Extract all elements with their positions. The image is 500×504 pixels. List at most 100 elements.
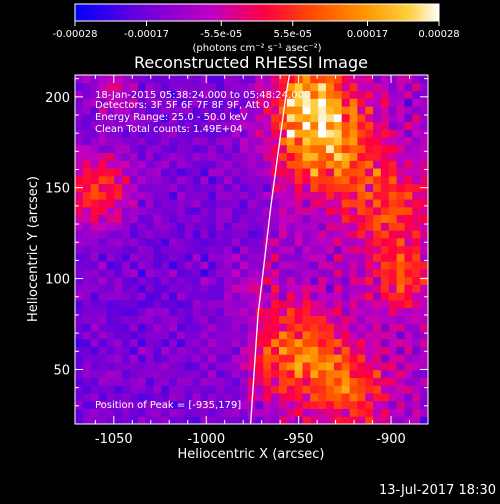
heatmap-cell — [396, 237, 405, 247]
heatmap-cell — [333, 362, 343, 371]
heatmap-cell — [247, 245, 256, 254]
heatmap-cell — [192, 137, 202, 146]
heatmap-cell — [82, 82, 92, 92]
heatmap-cell — [365, 393, 374, 402]
heatmap-cell — [302, 175, 311, 185]
heatmap-cell — [404, 113, 413, 123]
heatmap-cell — [349, 323, 358, 332]
heatmap-cell — [255, 245, 264, 254]
heatmap-cell — [129, 307, 139, 316]
heatmap-cell — [137, 75, 147, 84]
heatmap-cell — [404, 90, 413, 99]
heatmap-cell — [82, 137, 92, 146]
heatmap-cell — [106, 416, 115, 424]
heatmap-cell — [388, 191, 398, 200]
heatmap-cell — [263, 307, 272, 316]
heatmap-cell — [239, 323, 249, 332]
heatmap-cell — [169, 222, 178, 231]
heatmap-cell — [114, 253, 123, 262]
heatmap-cell — [294, 346, 303, 355]
heatmap-cell — [310, 377, 319, 386]
heatmap-cell — [365, 292, 374, 301]
heatmap-cell — [326, 183, 335, 192]
heatmap-cell — [239, 369, 249, 378]
heatmap-cell — [114, 393, 123, 402]
heatmap-cell — [129, 416, 139, 424]
heatmap-cell — [420, 284, 428, 293]
heatmap-cell — [153, 113, 162, 123]
heatmap-cell — [412, 338, 421, 347]
heatmap-cell — [279, 75, 288, 84]
heatmap-cell — [310, 222, 319, 231]
heatmap-cell — [90, 369, 100, 378]
heatmap-cell — [326, 191, 335, 200]
heatmap-cell — [396, 245, 405, 254]
heatmap-cell — [75, 245, 84, 254]
heatmap-cell — [208, 90, 217, 99]
heatmap-cell — [357, 377, 366, 386]
heatmap-cell — [161, 362, 170, 371]
heatmap-cell — [294, 315, 303, 324]
heatmap-cell — [137, 230, 147, 239]
heatmap-cell — [326, 393, 335, 402]
heatmap-cell — [184, 408, 194, 417]
heatmap-cell — [380, 276, 390, 285]
heatmap-cell — [192, 237, 202, 247]
heatmap-cell — [239, 152, 249, 161]
colorbar — [74, 3, 440, 22]
heatmap-cell — [90, 82, 100, 92]
heatmap-cell — [286, 175, 296, 185]
heatmap-cell — [129, 377, 139, 386]
heatmap-cell — [341, 90, 351, 99]
heatmap-cell — [396, 175, 405, 185]
heatmap-cell — [184, 346, 194, 355]
heatmap-cell — [200, 222, 209, 231]
heatmap-cell — [247, 323, 256, 332]
heatmap-cell — [137, 338, 147, 347]
heatmap-cell — [224, 137, 233, 146]
heatmap-cell — [129, 315, 139, 324]
heatmap-cell — [263, 137, 272, 146]
heatmap-cell — [137, 183, 147, 192]
heatmap-cell — [216, 98, 225, 107]
heatmap-cell — [310, 299, 319, 309]
heatmap-cell — [75, 276, 84, 285]
heatmap-cell — [380, 346, 390, 355]
heatmap-cell — [82, 253, 92, 262]
heatmap-cell — [177, 152, 186, 161]
heatmap-cell — [122, 307, 131, 316]
heatmap-cell — [137, 137, 147, 146]
heatmap-cell — [90, 323, 100, 332]
heatmap-cell — [169, 214, 178, 223]
heatmap-cell — [380, 113, 390, 123]
heatmap-cell — [161, 330, 170, 340]
heatmap-cell — [129, 323, 139, 332]
heatmap-cell — [200, 400, 209, 409]
heatmap-cell — [145, 113, 154, 123]
heatmap-cell — [302, 214, 311, 223]
heatmap-cell — [177, 346, 186, 355]
heatmap-cell — [412, 129, 421, 138]
heatmap-cell — [106, 284, 115, 293]
heatmap-cell — [263, 222, 272, 231]
heatmap-cell — [200, 75, 209, 84]
heatmap-cell — [420, 113, 428, 123]
heatmap-cell — [412, 98, 421, 107]
heatmap-cell — [90, 393, 100, 402]
heatmap-cell — [388, 393, 398, 402]
heatmap-cell — [255, 160, 264, 169]
heatmap-cell — [145, 323, 154, 332]
heatmap-cell — [161, 144, 170, 154]
heatmap-cell — [82, 292, 92, 301]
heatmap-cell — [239, 113, 249, 123]
heatmap-cell — [200, 98, 209, 107]
heatmap-cell — [137, 168, 147, 177]
heatmap-cell — [404, 276, 413, 285]
heatmap-cell — [388, 237, 398, 247]
heatmap-cell — [341, 261, 351, 270]
heatmap-cell — [255, 284, 264, 293]
heatmap-cell — [302, 129, 311, 138]
heatmap-cell — [279, 137, 288, 146]
heatmap-cell — [208, 416, 217, 424]
